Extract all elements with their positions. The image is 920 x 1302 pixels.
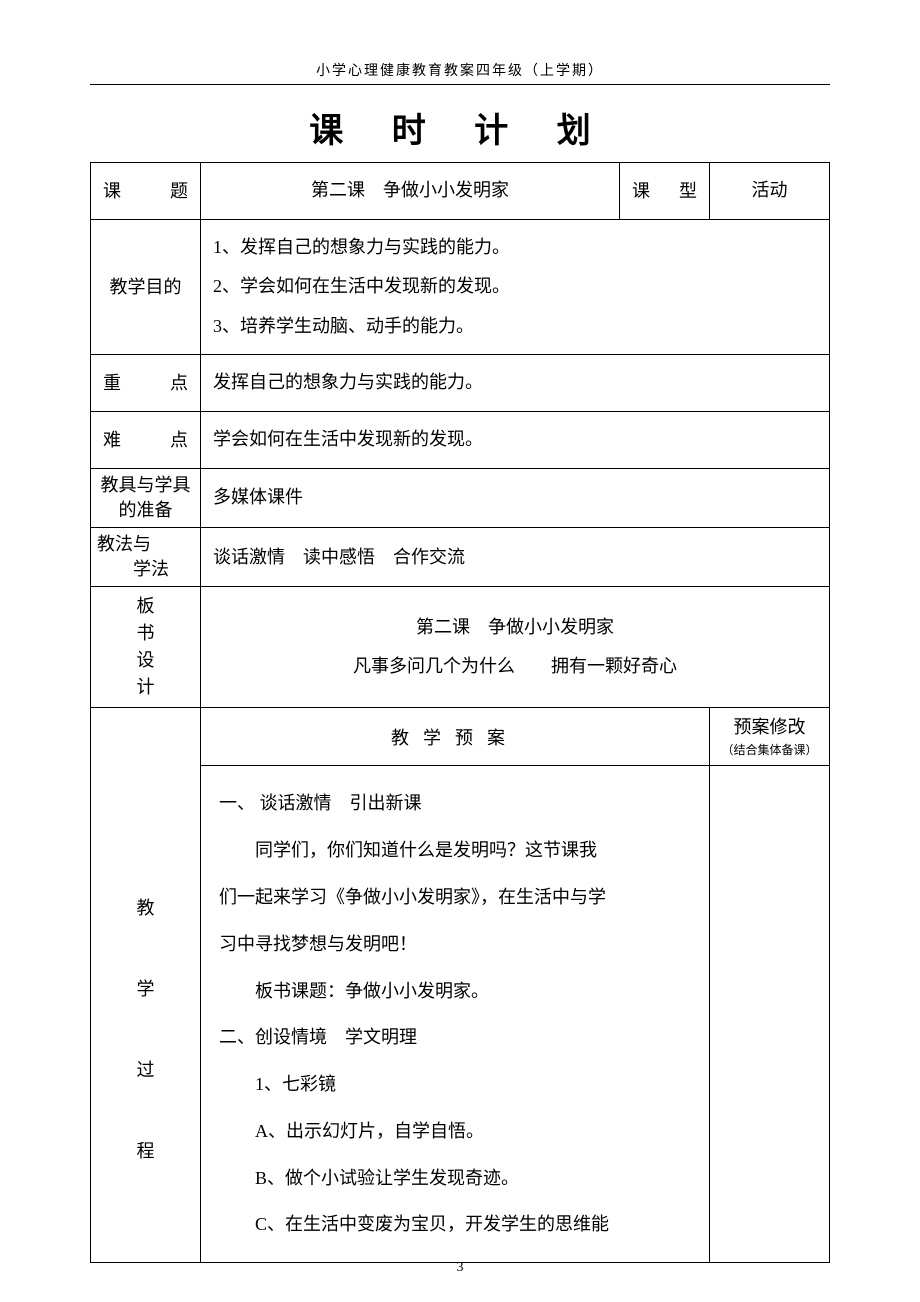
value-type: 活动 [710, 163, 830, 220]
row-topic: 课 题 第二课 争做小小发明家 课 型 活动 [91, 163, 830, 220]
label-methods: 教法与 学法 [91, 527, 201, 586]
row-plan-header: 教学过程 教学预案 预案修改 （结合集体备课） [91, 708, 830, 766]
page: 小学心理健康教育教案四年级（上学期） 课 时 计 划 课 题 第二课 争做小小发… [0, 0, 920, 1302]
value-keypoint: 发挥自己的想象力与实践的能力。 [201, 355, 830, 412]
label-difficulty: 难 点 [91, 411, 201, 468]
label-purpose: 教学目的 [91, 219, 201, 355]
proc-9: C、在生活中变废为宝贝，开发学生的思维能 [219, 1201, 691, 1248]
proc-6: 1、七彩镜 [219, 1061, 691, 1108]
revise-blank [710, 766, 830, 1263]
page-number: 3 [0, 1260, 920, 1276]
row-purpose: 教学目的 1、发挥自己的想象力与实践的能力。 2、学会如何在生活中发现新的发现。… [91, 219, 830, 355]
row-difficulty: 难 点 学会如何在生活中发现新的发现。 [91, 411, 830, 468]
revise-title: 预案修改 [734, 717, 806, 737]
value-process: 一、 谈话激情 引出新课 同学们，你们知道什么是发明吗？这节课我 们一起来学习《… [201, 766, 710, 1263]
row-process: 一、 谈话激情 引出新课 同学们，你们知道什么是发明吗？这节课我 们一起来学习《… [91, 766, 830, 1263]
board-line-1: 第二课 争做小小发明家 [211, 608, 819, 648]
label-revise: 预案修改 （结合集体备课） [710, 708, 830, 766]
proc-2: 们一起来学习《争做小小发明家》，在生活中与学 [219, 874, 691, 921]
label-type: 课 型 [620, 163, 710, 220]
purpose-2: 2、学会如何在生活中发现新的发现。 [213, 267, 817, 307]
label-plan: 教学预案 [201, 708, 710, 766]
value-purpose: 1、发挥自己的想象力与实践的能力。 2、学会如何在生活中发现新的发现。 3、培养… [201, 219, 830, 355]
purpose-3: 3、培养学生动脑、动手的能力。 [213, 307, 817, 347]
row-board: 板书设计 第二课 争做小小发明家 凡事多问几个为什么 拥有一颗好奇心 [91, 587, 830, 708]
row-methods: 教法与 学法 谈话激情 读中感悟 合作交流 [91, 527, 830, 586]
label-keypoint: 重 点 [91, 355, 201, 412]
doc-title: 课 时 计 划 [90, 103, 830, 152]
label-process: 教学过程 [91, 708, 201, 1263]
label-topic: 课 题 [91, 163, 201, 220]
running-header: 小学心理健康教育教案四年级（上学期） [90, 60, 830, 80]
purpose-1: 1、发挥自己的想象力与实践的能力。 [213, 228, 817, 268]
proc-5: 二、创设情境 学文明理 [219, 1014, 691, 1061]
proc-4: 板书课题：争做小小发明家。 [219, 968, 691, 1015]
label-board: 板书设计 [91, 587, 201, 708]
header-rule [90, 84, 830, 85]
proc-0: 一、 谈话激情 引出新课 [219, 780, 691, 827]
lesson-plan-table: 课 题 第二课 争做小小发明家 课 型 活动 教学目的 1、发挥自己的想象力与实… [90, 162, 830, 1263]
row-keypoint: 重 点 发挥自己的想象力与实践的能力。 [91, 355, 830, 412]
proc-3: 习中寻找梦想与发明吧！ [219, 921, 691, 968]
proc-1: 同学们，你们知道什么是发明吗？这节课我 [219, 827, 691, 874]
value-topic: 第二课 争做小小发明家 [201, 163, 620, 220]
label-tools: 教具与学具的准备 [91, 468, 201, 527]
value-difficulty: 学会如何在生活中发现新的发现。 [201, 411, 830, 468]
row-tools: 教具与学具的准备 多媒体课件 [91, 468, 830, 527]
proc-8: B、做个小试验让学生发现奇迹。 [219, 1155, 691, 1202]
value-tools: 多媒体课件 [201, 468, 830, 527]
board-line-2: 凡事多问几个为什么 拥有一颗好奇心 [211, 647, 819, 687]
value-methods: 谈话激情 读中感悟 合作交流 [201, 527, 830, 586]
value-board: 第二课 争做小小发明家 凡事多问几个为什么 拥有一颗好奇心 [201, 587, 830, 708]
revise-sub: （结合集体备课） [712, 741, 827, 759]
proc-7: A、出示幻灯片，自学自悟。 [219, 1108, 691, 1155]
